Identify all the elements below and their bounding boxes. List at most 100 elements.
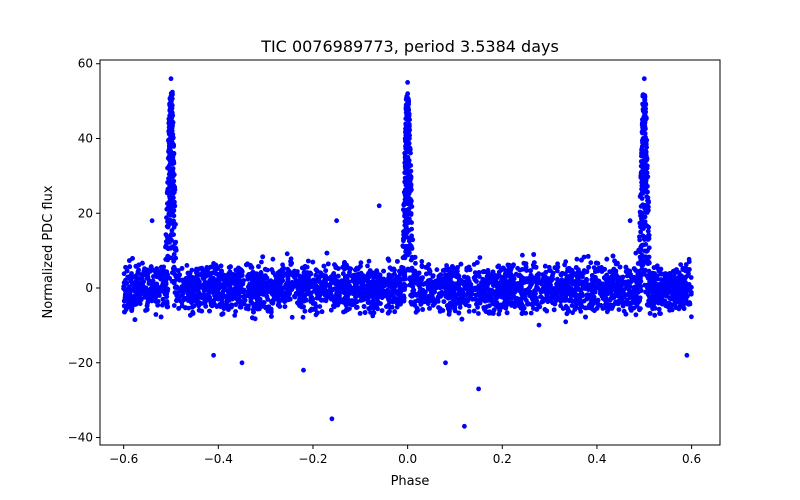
data-point: [277, 273, 283, 278]
data-point: [121, 286, 127, 291]
data-point: [627, 268, 633, 274]
data-point: [335, 273, 341, 279]
data-point: [511, 262, 516, 268]
data-point: [226, 304, 232, 309]
data-point: [158, 314, 164, 320]
data-point: [305, 258, 311, 264]
data-point: [196, 307, 202, 313]
data-point: [582, 279, 588, 284]
data-point: [419, 288, 425, 294]
data-point: [454, 274, 459, 279]
data-point: [269, 300, 275, 305]
data-point: [523, 288, 528, 293]
data-point: [138, 272, 144, 277]
data-point: [465, 275, 470, 280]
data-point: [411, 287, 417, 293]
data-point: [528, 272, 534, 278]
data-point: [211, 299, 216, 305]
data-point: [581, 268, 587, 274]
data-point: [418, 299, 424, 304]
data-point: [523, 264, 529, 270]
data-point: [521, 260, 527, 266]
data-point: [683, 265, 689, 271]
data-point: [381, 268, 386, 274]
data-point: [533, 286, 539, 292]
data-point: [446, 311, 452, 317]
data-point: [633, 250, 639, 256]
data-point: [362, 291, 368, 296]
data-point: [137, 281, 142, 287]
data-point: [123, 264, 128, 270]
data-point: [540, 276, 546, 282]
data-point: [302, 308, 308, 314]
data-point: [667, 271, 673, 276]
data-point: [454, 268, 460, 274]
data-point: [502, 281, 508, 287]
data-point: [270, 256, 276, 262]
data-point: [544, 308, 550, 314]
data-point: [381, 290, 386, 296]
data-point: [396, 300, 402, 306]
data-point: [310, 259, 316, 265]
data-point: [150, 283, 156, 288]
data-point: [593, 275, 598, 280]
data-point: [175, 268, 181, 274]
data-point: [419, 277, 424, 283]
data-point: [446, 275, 452, 280]
points-layer: [121, 76, 694, 429]
data-point: [446, 286, 451, 292]
data-point: [131, 295, 137, 301]
data-point: [551, 307, 557, 313]
data-point: [298, 282, 304, 288]
data-point: [456, 310, 462, 316]
data-point: [447, 305, 453, 311]
data-point: [388, 274, 394, 279]
data-point: [686, 256, 692, 262]
data-point: [348, 266, 353, 272]
data-point: [566, 274, 571, 279]
data-point: [289, 260, 294, 266]
data-point: [419, 259, 425, 264]
data-point: [183, 305, 188, 311]
data-point: [659, 301, 665, 307]
data-point: [414, 306, 420, 311]
data-point: [254, 273, 260, 279]
data-point: [386, 294, 392, 300]
data-point: [379, 308, 385, 313]
data-point: [533, 296, 539, 301]
data-point: [613, 261, 619, 267]
data-point: [282, 304, 288, 309]
data-point: [199, 285, 205, 290]
data-point: [593, 260, 599, 266]
data-point: [195, 276, 201, 282]
data-point: [209, 270, 215, 276]
data-point: [588, 260, 594, 266]
data-point: [184, 263, 190, 268]
data-point: [303, 275, 309, 280]
data-point: [689, 284, 694, 290]
data-point: [436, 305, 441, 310]
data-point: [320, 281, 325, 287]
data-point: [444, 263, 449, 268]
data-point: [270, 280, 276, 285]
data-point: [220, 311, 226, 317]
data-point: [206, 279, 212, 285]
data-point: [213, 262, 219, 268]
data-point: [374, 283, 380, 289]
data-point: [518, 289, 524, 294]
data-point: [558, 272, 564, 278]
data-point: [420, 293, 426, 299]
data-point: [610, 279, 615, 285]
data-point: [164, 299, 170, 304]
data-point: [604, 272, 610, 278]
data-point: [575, 282, 581, 287]
data-point: [543, 270, 549, 275]
data-point: [142, 293, 148, 298]
data-point: [189, 278, 195, 284]
data-point: [227, 285, 233, 290]
data-point: [314, 268, 320, 274]
data-point: [461, 297, 466, 303]
data-point: [488, 298, 493, 303]
data-point: [584, 305, 589, 311]
data-point: [242, 297, 248, 303]
